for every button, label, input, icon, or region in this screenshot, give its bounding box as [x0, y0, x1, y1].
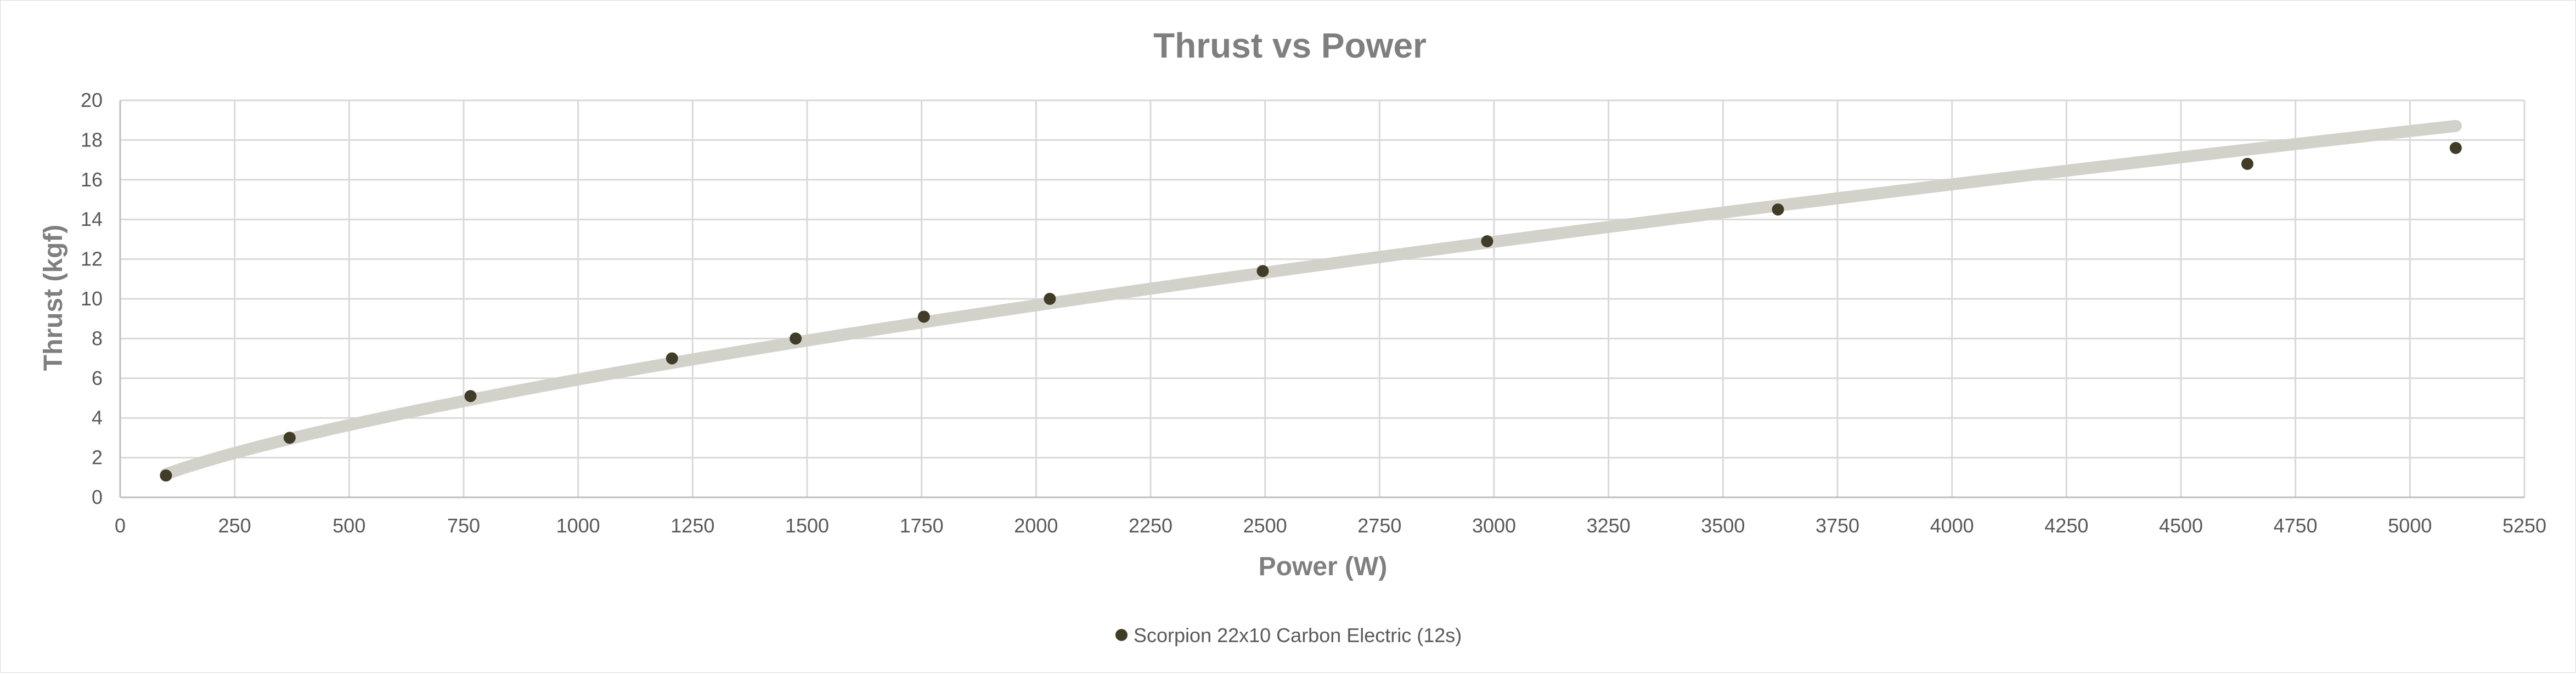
data-point [1044, 293, 1056, 305]
x-tick-label: 5000 [2388, 514, 2432, 537]
x-tick-label: 5250 [2502, 514, 2546, 537]
y-tick-label: 10 [81, 287, 103, 310]
y-tick-label: 16 [81, 168, 103, 191]
x-tick-label: 1250 [670, 514, 714, 537]
x-tick-label: 3500 [1701, 514, 1745, 537]
y-tick-label: 6 [92, 367, 103, 389]
data-point [1256, 265, 1269, 277]
legend-label: Scorpion 22x10 Carbon Electric (12s) [1134, 624, 1462, 646]
x-tick-label: 4250 [2044, 514, 2088, 537]
x-tick-label: 1750 [900, 514, 944, 537]
data-point [1772, 203, 1784, 216]
trendline-layer [160, 120, 2462, 480]
data-point [2449, 141, 2462, 154]
x-tick-label: 500 [332, 514, 365, 537]
axes [119, 100, 2524, 498]
data-point [666, 352, 678, 365]
y-tick-label: 18 [81, 128, 103, 151]
y-tick-label: 14 [81, 208, 103, 230]
x-tick-label: 2000 [1014, 514, 1058, 537]
y-tick-label: 4 [92, 406, 103, 429]
y-axis-tick-labels: 0 2 4 6 8 10 12 14 16 18 20 [81, 89, 103, 508]
x-tick-label: 0 [115, 514, 126, 537]
x-tick-label: 250 [218, 514, 251, 537]
x-tick-label: 2500 [1243, 514, 1287, 537]
y-tick-label: 2 [92, 446, 103, 469]
x-tick-label: 3750 [1816, 514, 1859, 537]
legend: Scorpion 22x10 Carbon Electric (12s) [1115, 624, 1462, 646]
data-point [283, 432, 296, 444]
y-tick-label: 12 [81, 248, 103, 270]
x-tick-label: 2250 [1129, 514, 1173, 537]
y-tick-label: 0 [92, 486, 103, 508]
data-point [160, 469, 172, 482]
data-point [1481, 235, 1493, 248]
x-tick-label: 4500 [2159, 514, 2203, 537]
y-tick-label: 20 [81, 89, 103, 111]
chart-title: Thrust vs Power [1153, 26, 1427, 65]
y-axis-title: Thrust (kgf) [39, 225, 68, 371]
x-tick-label: 3000 [1472, 514, 1516, 537]
data-point [917, 310, 930, 323]
data-point [2241, 157, 2254, 170]
y-tick-label: 8 [92, 327, 103, 349]
trendline [160, 120, 2462, 480]
x-tick-label: 1000 [556, 514, 600, 537]
x-axis-title: Power (W) [1259, 552, 1388, 581]
x-tick-label: 750 [447, 514, 480, 537]
x-tick-label: 3250 [1587, 514, 1631, 537]
data-points [160, 141, 2462, 482]
x-tick-label: 4750 [2274, 514, 2318, 537]
legend-marker [1115, 629, 1128, 641]
x-tick-label: 2750 [1357, 514, 1401, 537]
x-tick-label: 1500 [785, 514, 829, 537]
data-point [464, 390, 477, 402]
data-point [790, 332, 802, 345]
x-axis-tick-labels: 0 250 500 750 1000 1250 1500 1750 2000 2250 2500 27… [115, 514, 2546, 537]
x-tick-label: 4000 [1930, 514, 1974, 537]
